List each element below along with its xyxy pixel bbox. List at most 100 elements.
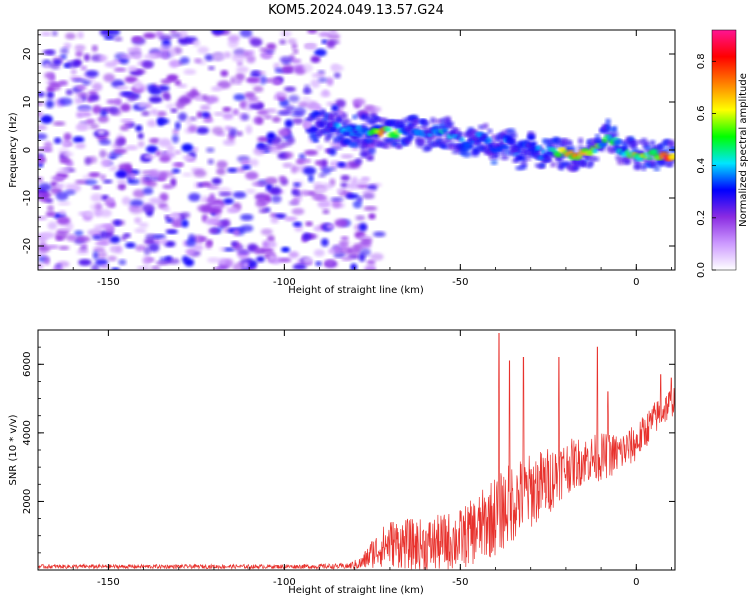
heatmap-cell bbox=[278, 257, 292, 263]
heatmap-cell bbox=[200, 104, 211, 111]
heatmap-cell bbox=[242, 50, 251, 58]
heatmap-cells bbox=[38, 30, 675, 270]
heatmap-cell bbox=[352, 98, 366, 107]
heatmap-cell bbox=[305, 221, 313, 227]
heatmap-cell bbox=[57, 167, 70, 175]
heatmap-cell bbox=[291, 208, 305, 215]
heatmap-cell bbox=[41, 232, 55, 239]
heatmap-cell bbox=[155, 260, 170, 266]
heatmap-cell bbox=[225, 258, 234, 268]
heatmap-cell bbox=[237, 249, 251, 255]
heatmap-cell bbox=[290, 165, 298, 174]
heatmap-cell bbox=[643, 152, 650, 156]
heatmap-cell bbox=[373, 231, 386, 237]
heatmap-cell bbox=[333, 72, 341, 79]
heatmap-cell bbox=[201, 181, 212, 187]
heatmap-cell bbox=[500, 144, 508, 149]
heatmap-cell bbox=[45, 211, 56, 217]
heatmap-cell bbox=[115, 98, 122, 106]
x-tick-label: -50 bbox=[452, 277, 468, 288]
heatmap-cell bbox=[93, 247, 105, 252]
heatmap-cell bbox=[266, 132, 276, 140]
heatmap-cell bbox=[223, 198, 234, 205]
snr-panel: -150 -100 -50 0 2000 4000 6000 Height of stra… bbox=[8, 329, 676, 596]
heatmap-cell bbox=[121, 196, 131, 206]
heatmap-cell bbox=[159, 155, 171, 163]
heatmap-cell bbox=[412, 118, 420, 124]
heatmap-cell bbox=[222, 139, 236, 146]
heatmap-cell bbox=[193, 169, 207, 178]
x-tick-label: -150 bbox=[97, 277, 120, 288]
colorbar: 0.0 0.2 0.4 0.6 0.8 Normalized spectral ampl… bbox=[696, 29, 749, 278]
x-tick-label: 0 bbox=[633, 577, 639, 588]
heatmap-cell bbox=[487, 128, 493, 134]
heatmap-cell bbox=[125, 145, 139, 151]
heatmap-cell bbox=[43, 62, 51, 69]
heatmap-cell bbox=[292, 117, 304, 125]
heatmap-cell bbox=[150, 108, 159, 116]
heatmap-cell bbox=[196, 111, 203, 119]
heatmap-cell bbox=[321, 39, 328, 44]
heatmap-cell bbox=[257, 136, 270, 143]
heatmap-cell bbox=[131, 36, 143, 42]
heatmap-cell bbox=[218, 192, 233, 197]
heatmap-cell bbox=[113, 67, 127, 72]
heatmap-cell bbox=[244, 91, 256, 99]
heatmap-cell bbox=[611, 125, 618, 133]
heatmap-cell bbox=[516, 155, 526, 161]
heatmap-cell bbox=[217, 80, 231, 89]
heatmap-cell bbox=[64, 189, 76, 196]
heatmap-cell bbox=[241, 113, 250, 121]
heatmap-cell bbox=[123, 233, 131, 238]
heatmap-cell bbox=[169, 30, 178, 34]
heatmap-cell bbox=[266, 43, 277, 51]
heatmap-cell bbox=[298, 153, 306, 160]
snr-frame bbox=[37, 329, 676, 571]
heatmap-cell bbox=[98, 139, 111, 146]
heatmap-cell bbox=[284, 119, 294, 128]
heatmap-cell bbox=[346, 182, 361, 190]
heatmap-cell bbox=[55, 191, 69, 201]
heatmap-cell bbox=[76, 236, 91, 243]
heatmap-cell bbox=[174, 80, 182, 86]
heatmap-cell bbox=[336, 188, 344, 194]
heatmap-cell bbox=[500, 154, 510, 161]
heatmap-cell bbox=[65, 89, 73, 96]
heatmap-cell bbox=[332, 65, 344, 72]
heatmap-cell bbox=[63, 42, 72, 49]
y-tick-label: -10 bbox=[22, 190, 33, 206]
heatmap-cell bbox=[123, 122, 133, 127]
heatmap-cell bbox=[124, 76, 138, 83]
heatmap-cell bbox=[278, 175, 286, 182]
heatmap-cell bbox=[58, 97, 73, 106]
heatmap-cell bbox=[445, 121, 455, 127]
heatmap-cell bbox=[185, 118, 193, 126]
heatmap-cell bbox=[137, 101, 147, 109]
heatmap-cell bbox=[171, 134, 180, 144]
heatmap-cell bbox=[245, 171, 259, 180]
heatmap-cell bbox=[174, 150, 182, 155]
heatmap-cell bbox=[96, 240, 108, 245]
heatmap-cell bbox=[211, 86, 223, 92]
x-tick-label: -50 bbox=[452, 577, 468, 588]
heatmap-cell bbox=[269, 186, 282, 195]
colorbar-axis: 0.0 0.2 0.4 0.6 0.8 bbox=[696, 53, 716, 278]
heatmap-cell bbox=[181, 143, 194, 152]
heatmap-cell bbox=[230, 76, 237, 85]
heatmap-cell bbox=[63, 132, 72, 141]
heatmap-cell bbox=[129, 205, 143, 214]
heatmap-cell bbox=[362, 189, 376, 195]
heatmap-cell bbox=[107, 197, 115, 203]
heatmap-cell bbox=[346, 193, 359, 199]
x-tick-label: 0 bbox=[633, 277, 639, 288]
heatmap-cell bbox=[359, 240, 372, 247]
heatmap-cell bbox=[76, 85, 87, 91]
heatmap-cell bbox=[326, 40, 336, 49]
heatmap-cell bbox=[99, 149, 107, 158]
heatmap-cell bbox=[428, 133, 433, 137]
heatmap-cell bbox=[135, 124, 143, 132]
y-tick-label: -20 bbox=[22, 238, 33, 254]
heatmap-cell bbox=[383, 143, 390, 149]
heatmap-cell bbox=[598, 142, 607, 148]
heatmap-cell bbox=[165, 103, 176, 110]
